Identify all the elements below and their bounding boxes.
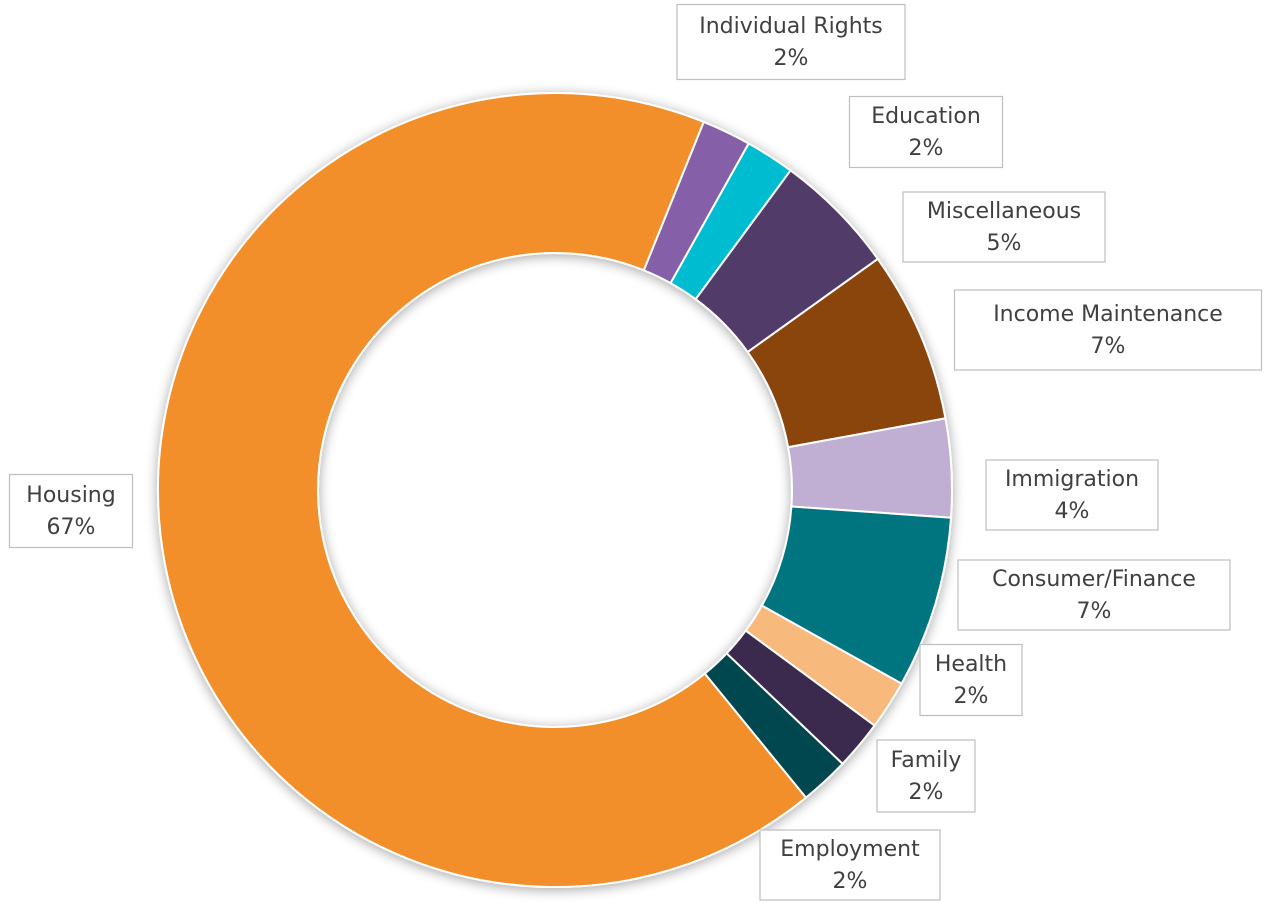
label-box <box>953 289 1263 371</box>
value-label: 2% <box>833 869 868 894</box>
label-box <box>985 459 1159 531</box>
value-label: 7% <box>1077 599 1112 624</box>
label-box <box>919 643 1023 717</box>
value-label: 2% <box>954 684 989 709</box>
value-label: 2% <box>774 46 809 71</box>
value-label: 2% <box>909 780 944 805</box>
label-box <box>676 3 906 81</box>
value-label: 67% <box>47 515 96 540</box>
label-box <box>848 95 1004 169</box>
label-box <box>759 829 941 901</box>
value-label: 5% <box>987 231 1022 256</box>
category-label: Employment <box>780 837 920 862</box>
category-label: Family <box>891 748 962 773</box>
label-box <box>902 191 1106 263</box>
donut <box>157 92 953 888</box>
label-box <box>957 559 1231 631</box>
category-label: Income Maintenance <box>993 302 1223 327</box>
category-label: Health <box>935 652 1007 677</box>
category-label: Education <box>871 104 981 129</box>
label-box <box>876 739 976 813</box>
category-label: Housing <box>26 483 115 508</box>
value-label: 4% <box>1055 499 1090 524</box>
category-label: Immigration <box>1005 467 1139 492</box>
label-box <box>8 473 134 549</box>
category-label: Individual Rights <box>699 14 883 39</box>
category-label: Miscellaneous <box>927 199 1081 224</box>
value-label: 2% <box>909 136 944 161</box>
category-label: Consumer/Finance <box>992 567 1196 592</box>
donut-segment <box>157 92 808 888</box>
value-label: 7% <box>1091 334 1126 359</box>
